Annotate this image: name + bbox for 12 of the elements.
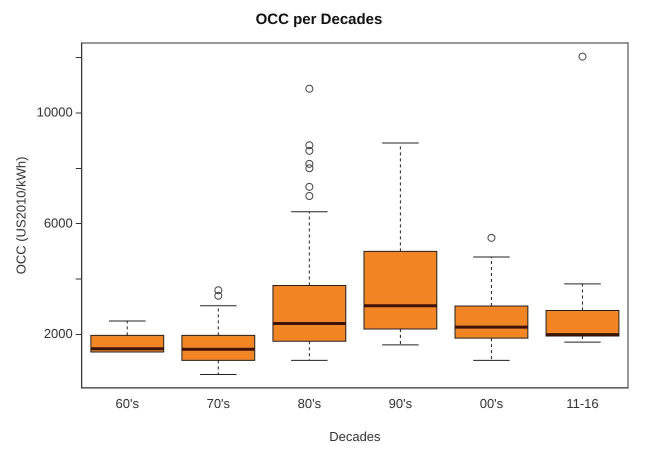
x-tick-label: 70's [206,396,231,412]
y-tick-label: 6000 [44,215,73,230]
x-tick-label: 60's [116,396,140,412]
chart-title: OCC per Decades [256,11,382,28]
x-tick-label: 11-16 [566,396,599,412]
y-axis-title: OCC (US2010/kWh) [13,156,28,274]
x-tick-label: 80's [298,396,322,412]
x-axis-title: Decades [329,428,382,444]
x-tick-label: 90's [388,396,413,412]
y-tick-label: 2000 [44,326,73,342]
y-tick-label: 10000 [36,104,73,120]
x-tick-label: 00's [480,396,504,412]
